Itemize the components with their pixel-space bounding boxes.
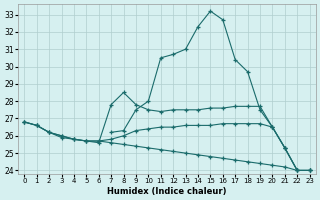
X-axis label: Humidex (Indice chaleur): Humidex (Indice chaleur)	[107, 187, 227, 196]
